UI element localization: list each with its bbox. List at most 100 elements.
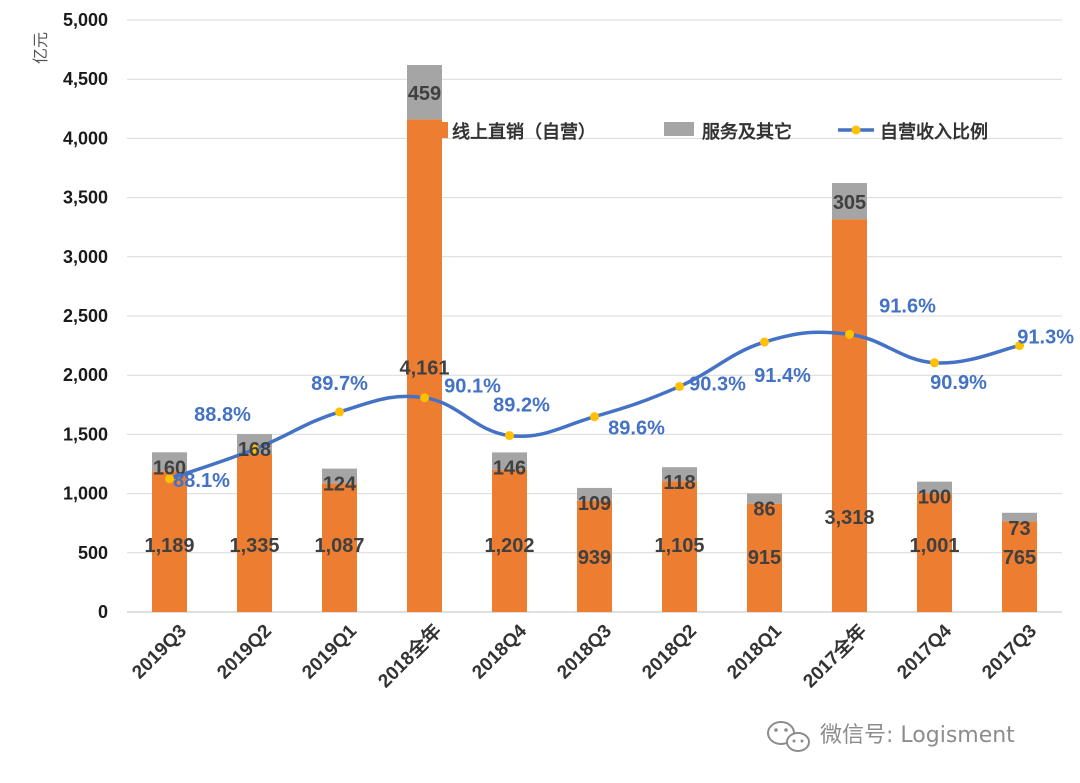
y-tick-label: 0 — [98, 602, 108, 622]
legend-label-service: 服务及其它 — [702, 121, 792, 143]
ratio-value-label: 90.1% — [444, 376, 501, 398]
bar-service-other — [832, 183, 867, 220]
bar-value-label-online: 1,105 — [654, 535, 704, 557]
ratio-value-label: 89.6% — [608, 418, 665, 440]
y-tick-label: 4,000 — [63, 128, 108, 148]
bar-value-label-service: 100 — [918, 487, 951, 509]
y-tick-label: 2,500 — [63, 306, 108, 326]
ratio-marker — [505, 431, 514, 441]
legend-swatch-service — [664, 122, 694, 136]
bar-value-label-online: 1,189 — [144, 535, 194, 557]
x-tick-label: 2019Q3 — [128, 621, 191, 684]
bar-online-direct — [407, 119, 442, 613]
ratio-markers — [165, 329, 1024, 484]
bar-value-label-online: 939 — [578, 547, 611, 569]
bar-value-label-online: 1,087 — [314, 535, 364, 557]
bar-online-direct — [492, 469, 527, 612]
ratio-line — [168, 330, 1020, 481]
bar-value-label-online: 765 — [1003, 547, 1036, 569]
bar-value-label-service: 168 — [238, 439, 271, 461]
bar-online-direct — [152, 471, 187, 612]
x-tick-label: 2019Q2 — [213, 621, 276, 684]
x-axis-ticks: 2019Q3 2019Q2 2019Q1 2018全年 2018Q4 2018Q3 2018… — [128, 619, 1041, 692]
bars — [152, 64, 1037, 613]
bar-online-direct — [1002, 521, 1037, 612]
ratio-value-label: 91.3% — [1017, 327, 1074, 349]
x-tick-label: 2018Q4 — [468, 620, 531, 683]
ratio-marker — [1015, 341, 1024, 351]
watermark: 微信号: Logisment — [767, 721, 1015, 752]
bar-online-direct — [832, 219, 867, 612]
y-tick-label: 1,000 — [63, 484, 108, 504]
y-tick-label: 2,000 — [63, 365, 108, 385]
bar-value-label-service: 118 — [663, 472, 695, 494]
bar-online-direct — [662, 481, 697, 612]
bar-service-other — [662, 467, 697, 482]
bar-online-direct — [237, 453, 272, 612]
bar-value-label-online: 3,318 — [824, 507, 874, 529]
ratio-value-label: 89.2% — [493, 395, 550, 417]
bar-value-label-online: 1,001 — [909, 535, 959, 557]
ratio-marker — [335, 407, 344, 417]
legend-label-ratio: 自营收入比例 — [880, 121, 988, 143]
y-axis-unit-label: 亿元 — [31, 32, 50, 64]
bar-online-direct — [322, 483, 357, 612]
bar-value-label-online: 915 — [748, 547, 781, 569]
gridlines — [127, 19, 1062, 613]
bar-value-label-online: 4,161 — [399, 357, 449, 379]
bar-service-other — [917, 481, 952, 494]
x-tick-label: 2018全年 — [373, 619, 446, 692]
bar-value-label-service: 146 — [493, 457, 526, 479]
bar-online-direct — [917, 493, 952, 612]
x-tick-label: 2018Q3 — [553, 621, 616, 684]
bar-online-direct — [747, 503, 782, 612]
ratio-marker — [760, 337, 769, 347]
ratio-value-label: 91.4% — [754, 365, 811, 387]
bar-service-other — [237, 434, 272, 454]
bar-service-other — [152, 452, 187, 472]
y-tick-label: 1,500 — [63, 424, 108, 444]
ratio-line-path — [168, 330, 1020, 481]
bar-value-label-online: 1,202 — [484, 535, 534, 557]
bar-online-direct — [577, 500, 612, 612]
y-tick-label: 4,500 — [63, 69, 108, 89]
bar-value-label-service: 86 — [753, 498, 775, 520]
ratio-value-label: 88.8% — [194, 404, 251, 426]
ratio-marker — [675, 381, 684, 391]
ratio-marker — [420, 393, 429, 403]
y-tick-label: 5,000 — [63, 10, 108, 30]
bar-service-other — [407, 64, 442, 120]
ratio-value-label: 88.1% — [173, 470, 230, 492]
ratio-value-label: 90.9% — [930, 372, 987, 394]
y-tick-label: 3,000 — [63, 247, 108, 267]
bar-value-label-service: 73 — [1008, 518, 1030, 540]
y-tick-label: 500 — [78, 543, 108, 563]
bar-service-other — [492, 452, 527, 470]
ratio-value-label: 91.6% — [879, 295, 936, 317]
bar-service-other — [322, 468, 357, 484]
x-tick-label: 2017Q4 — [893, 620, 956, 683]
wechat-icon — [767, 721, 810, 752]
x-tick-label: 2017Q3 — [978, 621, 1041, 684]
ratio-value-label: 89.7% — [311, 373, 368, 395]
y-tick-label: 3,500 — [63, 188, 108, 208]
bar-service-other — [747, 493, 782, 504]
data-labels: 1,189 160 1,335 168 1,087 124 4,161 459 1,202 146… — [144, 83, 1074, 569]
y-axis-ticks: 0 500 1,000 1,500 2,000 2,500 3,000 3,500 4,000 4… — [63, 10, 108, 622]
bar-value-label-service: 305 — [833, 192, 866, 214]
bar-service-other — [577, 487, 612, 501]
legend-swatch-marker — [851, 125, 861, 135]
x-tick-label: 2018Q2 — [638, 621, 701, 684]
x-tick-label: 2018Q1 — [723, 620, 786, 683]
ratio-marker — [165, 474, 174, 484]
legend-swatch-online — [440, 122, 448, 138]
ratio-marker — [590, 412, 599, 422]
bar-value-label-service: 124 — [323, 474, 357, 496]
ratio-marker — [930, 358, 939, 368]
bar-service-other — [1002, 512, 1037, 522]
ratio-marker — [250, 444, 259, 454]
ratio-value-label: 90.3% — [689, 373, 746, 395]
legend-label-online: 线上直销（自营） — [452, 121, 596, 143]
